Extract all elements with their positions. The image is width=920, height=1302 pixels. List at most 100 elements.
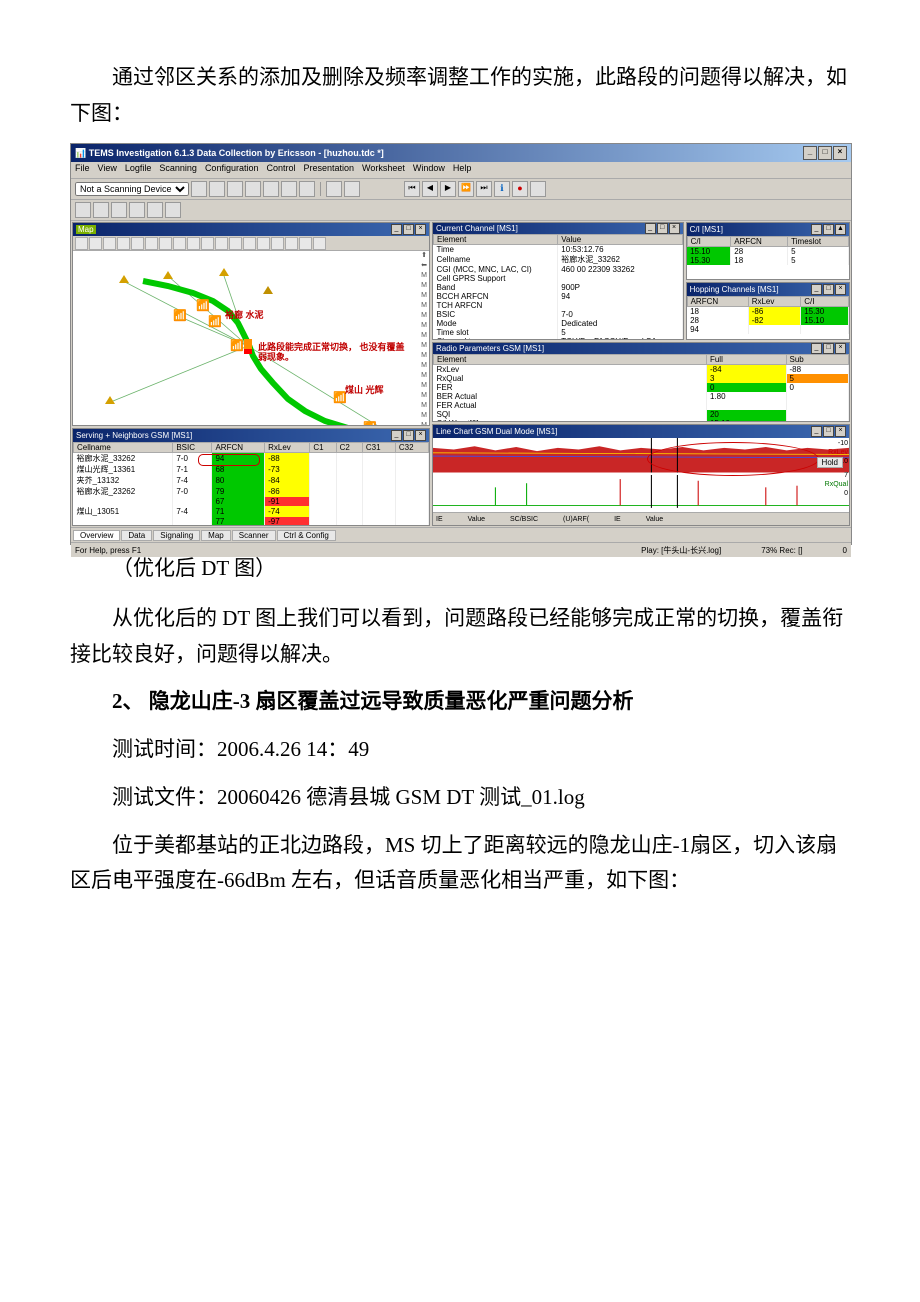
tab-map[interactable]: Map [201, 530, 231, 541]
play-first-icon[interactable]: ⏮ [404, 181, 420, 197]
lc-footer: IE Value SC/BSIC (U)ARF( IE Value [433, 512, 849, 525]
paragraph-2: 从优化后的 DT 图上我们可以看到，问题路段已经能够完成正常的切换，覆盖衔接比较… [70, 601, 850, 672]
rp-table: ElementFullSub RxLev-84-88RxQual35FER00B… [433, 354, 849, 422]
tool-icon[interactable] [326, 181, 342, 197]
tool-icon[interactable] [344, 181, 360, 197]
play-fast-icon[interactable]: ⏩ [458, 181, 474, 197]
cell-icon [105, 396, 115, 404]
bts-icon: 📶 [208, 315, 222, 327]
tool-icon[interactable] [75, 202, 91, 218]
bts-icon: 📶 [363, 421, 377, 426]
serving-panel-title: Serving + Neighbors GSM [MS1] _□× [73, 429, 429, 442]
menu-presentation[interactable]: Presentation [304, 163, 355, 177]
record-icon[interactable]: ● [512, 181, 528, 197]
menubar[interactable]: File View Logfile Scanning Configuration… [71, 162, 851, 179]
tool-icon[interactable] [209, 181, 225, 197]
tab-overview[interactable]: Overview [73, 530, 120, 541]
menu-view[interactable]: View [98, 163, 117, 177]
paragraph-4: 测试文件：20060426 德清县城 GSM DT 测试_01.log [70, 780, 850, 816]
cc-panel-title: Current Channel [MS1] _□× [433, 223, 683, 234]
tool-icon[interactable] [111, 202, 127, 218]
max-icon[interactable]: □ [403, 430, 414, 441]
worksheet-tabs[interactable]: Overview Data Signaling Map Scanner Ctrl… [71, 527, 851, 542]
map-panel-title: Map _□× [73, 223, 429, 236]
min-icon[interactable]: _ [391, 430, 402, 441]
tab-ctrl[interactable]: Ctrl & Config [277, 530, 336, 541]
serving-title-text: Serving + Neighbors GSM [MS1] [76, 431, 192, 440]
device-select[interactable]: Not a Scanning Device [75, 182, 189, 196]
rp-panel-title: Radio Parameters GSM [MS1] _□× [433, 343, 849, 354]
tool-icon[interactable] [191, 181, 207, 197]
map-annotation: 此路段能完成正常切换， 也没有覆盖弱现象。 [258, 343, 408, 363]
bts-icon: 📶 [230, 339, 244, 351]
section-heading: 2、 隐龙山庄-3 扇区覆盖过远导致质量恶化严重问题分析 [70, 684, 850, 720]
menu-scanning[interactable]: Scanning [159, 163, 197, 177]
minimize-icon[interactable]: _ [803, 146, 817, 160]
tool-icon[interactable] [299, 181, 315, 197]
play-end-icon[interactable]: ⏭ [476, 181, 492, 197]
toolbar-main[interactable]: Not a Scanning Device ⏮ ◀ ▶ ⏩ ⏭ ℹ ● [71, 179, 851, 200]
menu-window[interactable]: Window [413, 163, 445, 177]
max-icon[interactable]: □ [403, 224, 414, 235]
status-zero: 0 [843, 546, 847, 555]
menu-worksheet[interactable]: Worksheet [362, 163, 405, 177]
paragraph-3: 测试时间：2006.4.26 14：49 [70, 732, 850, 768]
tool-icon[interactable] [227, 181, 243, 197]
tool-icon[interactable] [129, 202, 145, 218]
bts-icon: 📶 [173, 309, 187, 321]
menu-help[interactable]: Help [453, 163, 472, 177]
map-title-text: Map [76, 225, 96, 234]
paragraph-1: 通过邻区关系的添加及删除及频率调整工作的实施，此路段的问题得以解决，如下图： [70, 60, 850, 131]
hop-table: ARFCNRxLevC/I 18-8615.3028-8215.1094 [687, 296, 849, 334]
tool-icon[interactable] [245, 181, 261, 197]
close-icon[interactable]: × [415, 224, 426, 235]
play-icon[interactable]: ▶ [440, 181, 456, 197]
status-pct: 73% Rec: [] [761, 546, 802, 555]
cell-icon [263, 286, 273, 294]
bts-icon: 📶 [196, 299, 210, 311]
statusbar: For Help, press F1 Play: [牛头山-长兴.log] 73… [71, 542, 851, 557]
map-toolbar[interactable] [73, 236, 429, 251]
window-controls[interactable]: _ □ × [803, 146, 847, 160]
pause-icon[interactable] [530, 181, 546, 197]
menu-file[interactable]: File [75, 163, 90, 177]
map-label-1: 裕廊 水泥 [225, 311, 264, 321]
ci-table: C/IARFCNTimeslot 15.1028515.30185 [687, 236, 849, 265]
lc-panel-title: Line Chart GSM Dual Mode [MS1] _□× [433, 425, 849, 438]
window-titlebar: 📊 TEMS Investigation 6.1.3 Data Collecti… [71, 144, 851, 162]
map-canvas[interactable]: 📶 📶 📶 📶 📶 📶 📶 裕廊 水泥 此路段能完成正常切换， 也没有覆盖弱现象… [73, 251, 429, 425]
cc-table: ElementValue Time10:53:12.76Cellname裕廊水泥… [433, 234, 683, 340]
status-help: For Help, press F1 [75, 546, 141, 555]
play-prev-icon[interactable]: ◀ [422, 181, 438, 197]
tab-data[interactable]: Data [121, 530, 152, 541]
hold-button[interactable]: Hold [817, 457, 843, 468]
hop-panel-title: Hopping Channels [MS1] _□× [687, 283, 849, 296]
window-title: 📊 TEMS Investigation 6.1.3 Data Collecti… [75, 148, 384, 159]
cell-icon [119, 275, 129, 283]
close-icon[interactable]: × [833, 146, 847, 160]
tems-screenshot: 📊 TEMS Investigation 6.1.3 Data Collecti… [70, 143, 852, 545]
ci-panel-title: C/I [MS1] _□▲ [687, 223, 849, 236]
cell-icon [219, 268, 229, 276]
tab-scanner[interactable]: Scanner [232, 530, 276, 541]
status-play: Play: [牛头山-长兴.log] [641, 545, 721, 556]
tool-icon[interactable] [165, 202, 181, 218]
tab-signaling[interactable]: Signaling [153, 530, 200, 541]
info-icon[interactable]: ℹ [494, 181, 510, 197]
menu-logfile[interactable]: Logfile [125, 163, 152, 177]
line-chart: -10 RxLev -110 7 RxQual 0 Hold [433, 438, 849, 512]
tool-icon[interactable] [263, 181, 279, 197]
highlight-circle [198, 454, 260, 466]
tool-icon[interactable] [93, 202, 109, 218]
close-icon[interactable]: × [415, 430, 426, 441]
paragraph-5: 位于美都基站的正北边路段，MS 切上了距离较远的隐龙山庄-1扇区，切入该扇区后电… [70, 828, 850, 899]
tool-icon[interactable] [281, 181, 297, 197]
menu-control[interactable]: Control [266, 163, 295, 177]
maximize-icon[interactable]: □ [818, 146, 832, 160]
tool-icon[interactable] [147, 202, 163, 218]
min-icon[interactable]: _ [391, 224, 402, 235]
toolbar-secondary[interactable] [71, 200, 851, 221]
menu-configuration[interactable]: Configuration [205, 163, 259, 177]
cell-icon [163, 271, 173, 279]
map-label-3: 煤山 光辉 [345, 386, 384, 396]
